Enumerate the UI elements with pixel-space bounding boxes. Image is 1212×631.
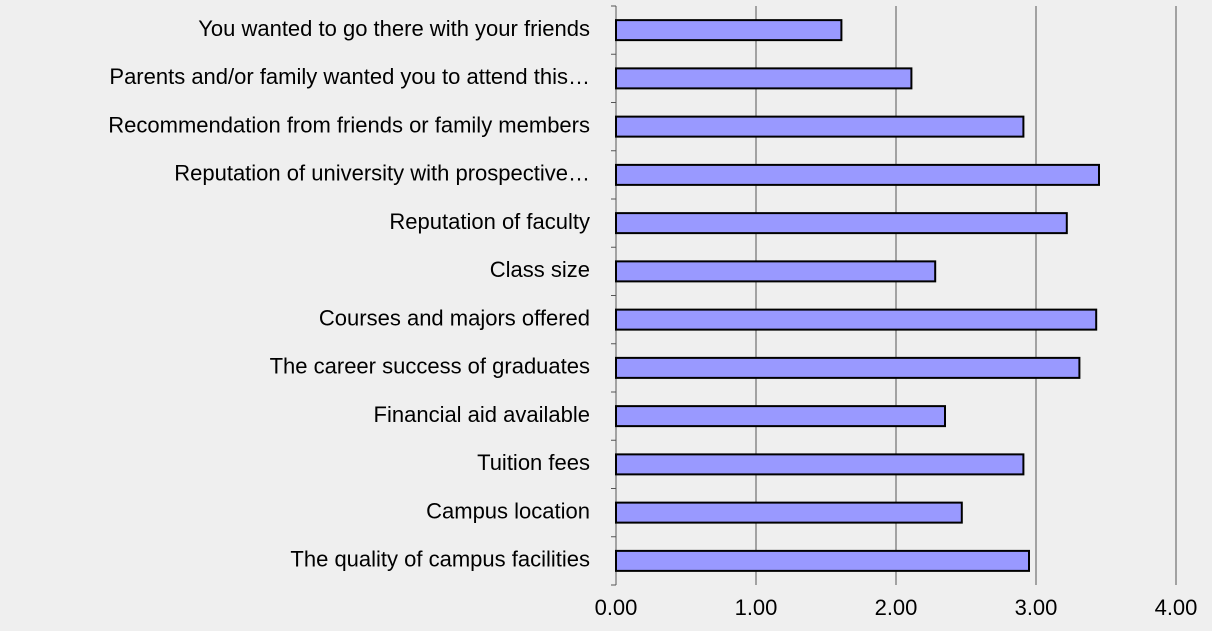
bar (615, 308, 1098, 331)
bar (615, 67, 913, 90)
y-tick-label: Tuition fees (477, 450, 590, 475)
y-tick-label: Reputation of university with prospectiv… (174, 161, 590, 186)
bar (615, 163, 1100, 186)
y-tick-label: Parents and/or family wanted you to atte… (109, 64, 590, 89)
y-tick-label: Financial aid available (374, 402, 590, 427)
bar (615, 212, 1068, 235)
y-tick-label: Class size (490, 257, 590, 282)
y-tick-label: Campus location (426, 498, 590, 523)
y-tick-label: You wanted to go there with your friends (198, 16, 590, 41)
y-tick-label: The quality of campus facilities (290, 547, 590, 572)
bar (615, 453, 1025, 476)
x-tick-label: 3.00 (1015, 595, 1058, 620)
bar (615, 501, 963, 524)
y-tick-label: Courses and majors offered (319, 305, 590, 330)
x-tick-label: 1.00 (735, 595, 778, 620)
y-tick-label: The career success of graduates (270, 354, 590, 379)
y-tick-label: Recommendation from friends or family me… (108, 112, 590, 137)
x-tick-label: 4.00 (1155, 595, 1198, 620)
y-tick-label: Reputation of faculty (389, 209, 590, 234)
bar (615, 115, 1025, 138)
x-tick-label: 0.00 (595, 595, 638, 620)
bar (615, 260, 937, 283)
bar (615, 405, 946, 428)
bar (615, 356, 1081, 379)
x-tick-label: 2.00 (875, 595, 918, 620)
bar (615, 549, 1030, 572)
bar (615, 19, 843, 42)
